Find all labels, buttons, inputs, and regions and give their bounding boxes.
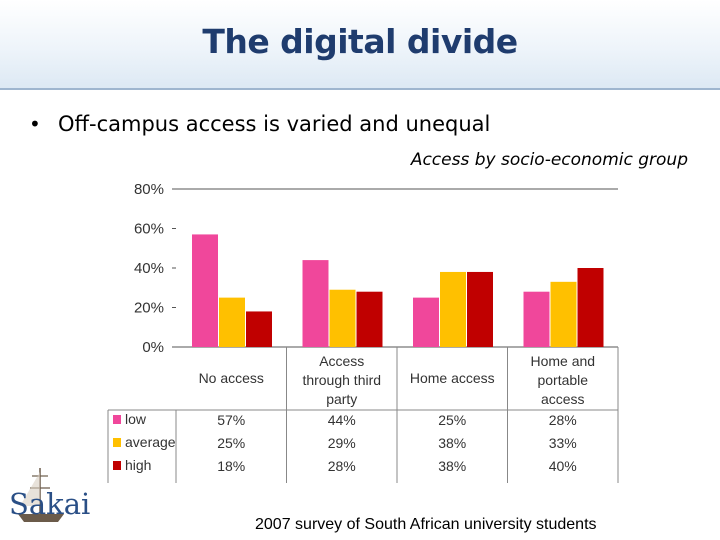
data-table-value: 28%	[328, 458, 356, 474]
footer-note: 2007 survey of South African university …	[255, 516, 597, 533]
bullet-text: Off-campus access is varied and unequal	[58, 112, 491, 136]
y-tick-label: 40%	[134, 260, 164, 277]
data-table-value: 25%	[438, 412, 466, 428]
data-table-value: 18%	[217, 458, 245, 474]
bar-low	[192, 234, 218, 347]
category-label: through third	[302, 372, 381, 388]
category-label: party	[326, 391, 357, 407]
y-tick-label: 60%	[134, 221, 164, 238]
bar-chart: 0% 20% 40% 60% 80% No access Access through thi…	[107, 181, 619, 483]
logo-text: Sakai	[9, 487, 91, 521]
legend-label-low: low	[125, 411, 147, 427]
bar-average	[550, 281, 577, 347]
chart-caption: Access by socio-economic group	[410, 150, 688, 170]
legend-swatch-high	[113, 461, 121, 470]
legend-swatch-average	[113, 438, 121, 447]
data-table-value: 29%	[328, 435, 356, 451]
category-label: access	[541, 391, 585, 407]
legend-label-average: average	[125, 434, 176, 450]
legend-label-high: high	[125, 457, 151, 473]
bar-average	[329, 289, 356, 347]
title-band	[0, 0, 720, 88]
y-tick-label: 80%	[134, 181, 164, 198]
bar-low	[523, 291, 550, 347]
bar-low	[302, 260, 329, 347]
data-table-value: 25%	[217, 435, 245, 451]
bar-high	[356, 291, 383, 347]
y-tick-label: 20%	[134, 300, 164, 317]
data-table-value: 40%	[549, 458, 577, 474]
sakai-ship-logo-icon	[18, 468, 64, 522]
data-table-value: 28%	[549, 412, 577, 428]
bar-average	[440, 271, 466, 347]
title-divider	[0, 88, 720, 90]
data-table-value: 38%	[438, 458, 466, 474]
bar-low	[413, 297, 439, 347]
data-table-value: 38%	[438, 435, 466, 451]
bar-high	[577, 268, 604, 347]
legend-swatch-low	[113, 415, 121, 424]
category-label: Access	[319, 353, 364, 369]
y-tick-label: 0%	[142, 339, 164, 356]
category-label: Home and	[530, 353, 595, 369]
bar-high	[246, 311, 272, 347]
bullet-dot: •	[29, 112, 41, 136]
data-table-value: 33%	[549, 435, 577, 451]
data-table-value: 44%	[328, 412, 356, 428]
bar-average	[219, 297, 245, 347]
category-label: portable	[537, 372, 588, 388]
bar-high	[467, 271, 493, 347]
data-table-value: 57%	[217, 412, 245, 428]
slide-title: The digital divide	[202, 22, 518, 61]
category-label: No access	[199, 370, 264, 386]
category-label: Home access	[410, 370, 495, 386]
